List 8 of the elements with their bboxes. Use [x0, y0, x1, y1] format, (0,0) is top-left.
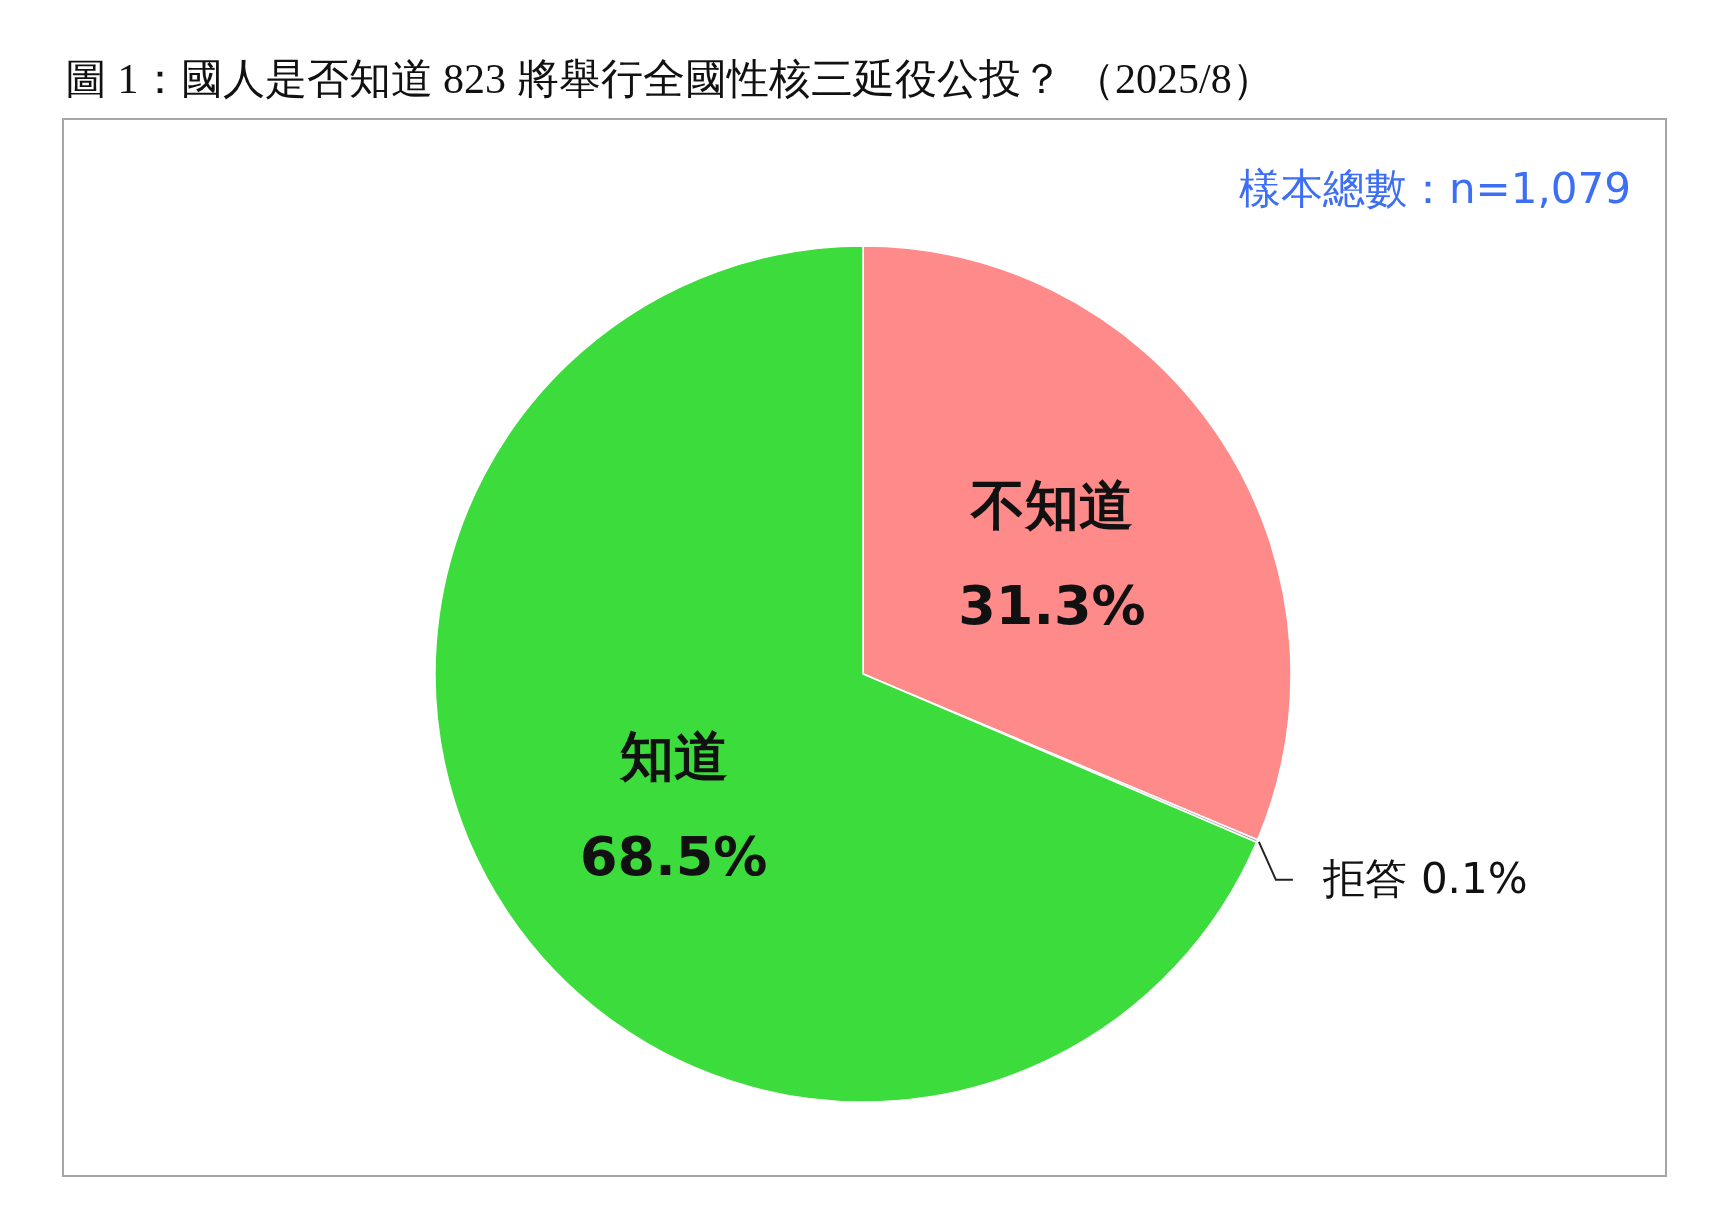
- slice-label: 知道: [618, 724, 728, 788]
- slice-label: 不知道: [968, 474, 1133, 538]
- data-label: 31.3%: [958, 574, 1146, 638]
- slice-label: 拒答: [1321, 853, 1407, 903]
- chart-title: 圖 1：國人是否知道 823 將舉行全國性核三延役公投？ （2025/8）: [65, 55, 1274, 104]
- data-label: 68.5%: [580, 824, 768, 888]
- text: 樣本總數：n=1,079: [1238, 164, 1631, 214]
- data-label: 0.1%: [1420, 853, 1528, 903]
